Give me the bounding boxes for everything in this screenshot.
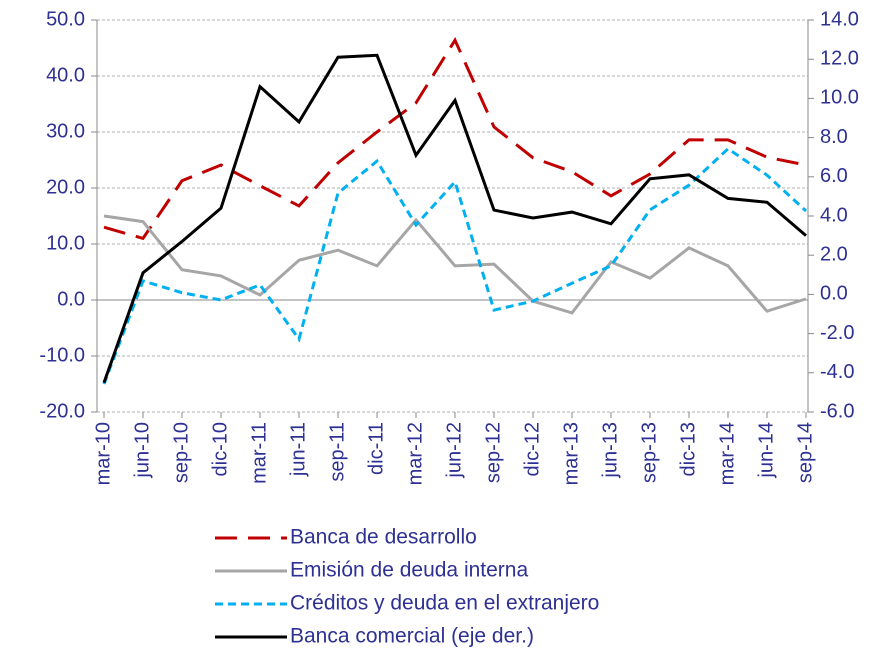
x-tick-label: mar-12 xyxy=(404,422,426,485)
series-line xyxy=(103,36,807,241)
y-tick-label: -20.0 xyxy=(39,400,85,422)
x-tick-label: jun-10 xyxy=(131,422,153,479)
legend-label: Banca comercial (eje der.) xyxy=(290,625,534,648)
x-tick-label: dic-12 xyxy=(521,422,543,476)
x-tick-label: dic-13 xyxy=(677,422,699,476)
y-tick-label: 10.0 xyxy=(46,232,85,254)
x-tick-label: jun-12 xyxy=(443,422,465,479)
y2-tick-label: -6.0 xyxy=(820,400,854,422)
x-tick-label: mar-14 xyxy=(716,422,738,485)
series-line xyxy=(103,214,807,315)
series-line xyxy=(102,53,807,384)
x-tick-label: mar-10 xyxy=(92,422,114,485)
x-tick-label: jun-13 xyxy=(599,422,621,479)
legend-label: Emisión de deuda interna xyxy=(290,559,528,582)
x-tick-label: dic-10 xyxy=(209,422,231,476)
y2-tick-label: 8.0 xyxy=(820,126,848,148)
x-tick-label: sep-13 xyxy=(638,422,660,483)
y-tick-label: 40.0 xyxy=(46,64,85,86)
x-tick-label: sep-11 xyxy=(326,422,348,482)
y-tick-label: 30.0 xyxy=(46,120,85,142)
series-line xyxy=(102,146,808,385)
y-tick-label: 20.0 xyxy=(46,176,85,198)
x-tick-label: sep-14 xyxy=(794,422,816,483)
y-tick-label: 0.0 xyxy=(57,288,85,310)
x-tick-label: jun-14 xyxy=(755,422,777,479)
y2-tick-label: 0.0 xyxy=(820,283,848,305)
y-tick-label: -10.0 xyxy=(39,344,85,366)
y2-tick-label: 12.0 xyxy=(820,47,859,69)
legend-label: Banca de desarrollo xyxy=(290,526,477,549)
y2-tick-label: 2.0 xyxy=(820,243,848,265)
x-tick-label: jun-11 xyxy=(287,422,309,477)
x-tick-label: sep-12 xyxy=(482,422,504,483)
x-tick-label: sep-10 xyxy=(170,422,192,483)
x-tick-label: mar-13 xyxy=(560,422,582,485)
y2-tick-label: -2.0 xyxy=(820,322,854,344)
y2-tick-label: 14.0 xyxy=(820,8,859,30)
x-tick-label: dic-11 xyxy=(365,422,387,475)
y2-tick-label: 10.0 xyxy=(820,87,859,109)
legend-label: Créditos y deuda en el extranjero xyxy=(290,592,599,615)
y-tick-label: 50.0 xyxy=(46,8,85,30)
y2-tick-label: -4.0 xyxy=(820,361,854,383)
y2-tick-label: 4.0 xyxy=(820,204,848,226)
y2-tick-label: 6.0 xyxy=(820,165,848,187)
x-tick-label: mar-11 xyxy=(248,422,270,484)
